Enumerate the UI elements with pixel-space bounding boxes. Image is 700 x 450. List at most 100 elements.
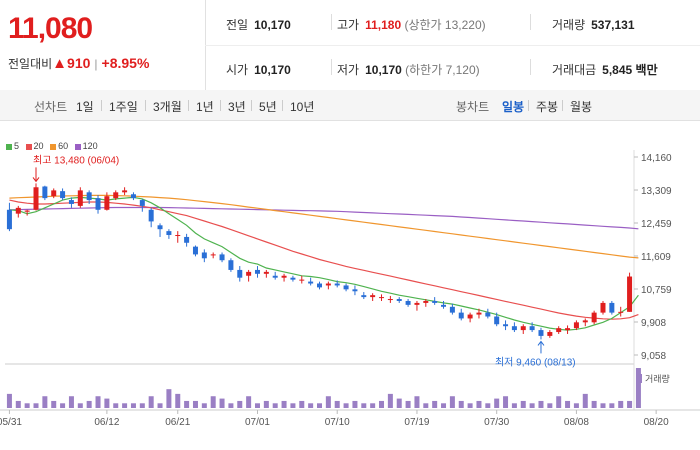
- candle-body: [582, 320, 588, 323]
- candle-body: [246, 271, 252, 276]
- y-tick-label: 11,609: [641, 252, 671, 263]
- candle-body: [379, 297, 385, 299]
- change-rate: +8.95%: [101, 55, 150, 71]
- volume-bar: [290, 403, 296, 408]
- volume-bar: [529, 403, 535, 408]
- volume: 거래량 537,131: [552, 18, 635, 32]
- volume-bar: [175, 393, 181, 408]
- volume-bar: [591, 400, 597, 408]
- candle-body: [166, 231, 172, 236]
- candle-body: [254, 269, 260, 274]
- candle-body: [396, 299, 402, 301]
- volume-bar: [467, 403, 473, 408]
- candle-body: [95, 198, 101, 210]
- candle-body: [370, 295, 376, 298]
- range-1y[interactable]: 1년: [196, 100, 214, 114]
- volume-bar: [281, 400, 287, 408]
- x-tick-label: 08/08: [564, 417, 589, 428]
- volume-bar: [130, 403, 136, 408]
- volume-bar: [361, 403, 367, 408]
- volume-bar: [547, 403, 553, 408]
- candle-weekly[interactable]: 주봉: [536, 100, 559, 114]
- range-5y[interactable]: 5년: [259, 100, 277, 114]
- min-annotation: 최저 9,460 (08/13): [495, 356, 576, 368]
- volume-label-swatch: [640, 374, 642, 383]
- range-3m[interactable]: 3개월: [153, 100, 182, 114]
- volume-bar: [246, 396, 252, 408]
- candle-body: [122, 190, 128, 193]
- candle-body: [113, 192, 119, 199]
- change-label: 전일대비: [8, 57, 53, 71]
- candle-body: [441, 304, 447, 307]
- candle-body: [467, 314, 473, 319]
- volume-bar: [520, 400, 526, 408]
- candle-body: [565, 328, 571, 331]
- range-3y[interactable]: 3년: [228, 100, 246, 114]
- volume-bar: [104, 398, 110, 408]
- volume-bar: [635, 368, 641, 408]
- candle-body: [352, 289, 358, 292]
- volume-bar: [122, 403, 128, 408]
- range-10y[interactable]: 10년: [290, 100, 315, 114]
- ma120-line: [9, 206, 639, 230]
- volume-bar: [184, 400, 190, 408]
- volume-bar: [325, 396, 331, 408]
- volume-bar: [272, 403, 278, 408]
- volume-bar: [573, 403, 579, 408]
- candle-body: [86, 192, 92, 201]
- candle-body: [272, 275, 278, 278]
- volume-bar: [166, 389, 172, 408]
- candle-body: [405, 300, 411, 305]
- candle-body: [42, 186, 48, 199]
- range-1w[interactable]: 1주일: [109, 100, 138, 114]
- volume-bar: [627, 400, 633, 408]
- candle-body: [157, 225, 163, 230]
- legend-ma60: 60: [58, 141, 69, 151]
- candle-daily[interactable]: 일봉: [502, 100, 525, 114]
- volume-bar: [458, 400, 464, 408]
- volume-bar: [219, 398, 225, 408]
- candle-body: [201, 252, 207, 259]
- candle-body: [51, 190, 57, 197]
- candle-body: [130, 194, 136, 199]
- volume-bar: [254, 403, 260, 408]
- candle-body: [33, 187, 39, 210]
- volume-bar: [317, 403, 322, 408]
- candle-monthly[interactable]: 월봉: [570, 100, 593, 114]
- candle-body: [503, 324, 509, 327]
- x-tick-label: 06/21: [165, 417, 190, 428]
- ma60-line: [9, 194, 639, 259]
- candle-body: [334, 283, 340, 286]
- candle-body: [547, 332, 553, 336]
- line-chart-label: 선차트: [34, 100, 68, 114]
- volume-bar: [449, 396, 455, 408]
- candle-body: [281, 275, 287, 278]
- volume-bar: [157, 403, 163, 408]
- volume-bar: [538, 400, 544, 408]
- candle-body: [432, 300, 438, 303]
- volume-bar: [582, 393, 588, 408]
- volume-bar: [42, 396, 48, 408]
- x-tick-label: 06/12: [94, 417, 119, 428]
- volume-bar: [77, 403, 83, 408]
- candle-body: [476, 312, 482, 315]
- max-arrow-head: [32, 177, 40, 183]
- candle-body: [290, 277, 296, 280]
- range-1d[interactable]: 1일: [76, 100, 94, 114]
- volume-bar: [95, 396, 101, 408]
- candle-body: [520, 326, 526, 331]
- volume-bar: [228, 403, 234, 408]
- volume-bar: [33, 403, 39, 408]
- volume-bar: [503, 396, 509, 408]
- candle-body: [494, 316, 500, 325]
- x-tick-label: 07/19: [404, 417, 429, 428]
- change-value: 910: [67, 55, 91, 71]
- candle-body: [60, 191, 66, 199]
- candle-body: [485, 312, 491, 317]
- volume-bar: [237, 400, 243, 408]
- prev-close: 전일 10,170: [226, 18, 291, 32]
- max-annotation: 최고 13,480 (06/04): [33, 154, 119, 166]
- volume-bar: [68, 396, 74, 408]
- ma5-line: [9, 196, 639, 331]
